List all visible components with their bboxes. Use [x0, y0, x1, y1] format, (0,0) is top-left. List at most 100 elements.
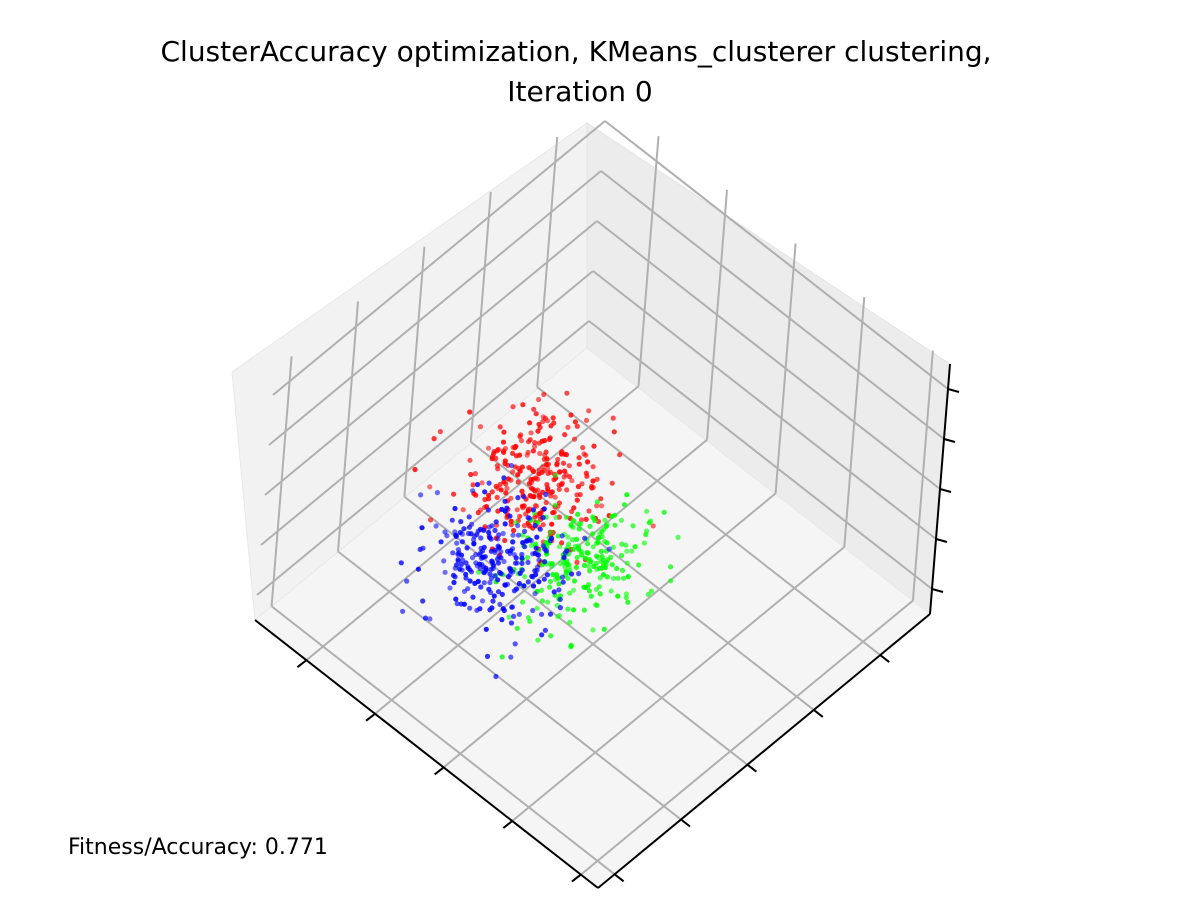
scatter-point [433, 523, 439, 529]
scatter-point [540, 418, 546, 425]
scatter-point [517, 570, 523, 576]
scatter-point [420, 598, 426, 604]
scatter-point [601, 626, 607, 632]
y-axis-tick [813, 709, 824, 718]
scatter-point [468, 569, 475, 575]
chart-title: ClusterAccuracy optimization, KMeans_clu… [160, 35, 991, 68]
scatter-point [521, 494, 527, 500]
scatter-point [580, 445, 586, 451]
scatter-point [548, 529, 554, 536]
scatter-point [601, 526, 607, 532]
scatter-point [478, 584, 484, 590]
scatter-point [547, 578, 554, 585]
scatter-point [427, 616, 433, 622]
scatter-point [576, 461, 582, 467]
scatter-point [415, 566, 421, 572]
scatter-point [611, 429, 617, 435]
floor-gridline [580, 599, 914, 876]
scatter-point [451, 491, 457, 497]
scatter-point [615, 575, 621, 581]
floor-gridline [442, 492, 777, 769]
scatter-point [608, 588, 614, 594]
scatter-point [618, 517, 625, 523]
scatter-point [558, 451, 565, 457]
scatter-point [539, 587, 545, 593]
scatter-point [536, 557, 542, 563]
scatter-point [510, 532, 516, 538]
scatter-point [515, 479, 521, 485]
axis-ticks [296, 388, 960, 883]
scatter-point [621, 502, 628, 508]
scatter-point [505, 462, 511, 468]
scatter-point [428, 517, 434, 523]
scatter-point [514, 507, 520, 513]
data-points [398, 390, 681, 680]
scatter-point [477, 424, 484, 430]
scatter-point [554, 462, 560, 468]
scatter-point [503, 490, 509, 496]
scatter-point [578, 517, 585, 523]
scatter-point [441, 558, 447, 564]
scatter-point [598, 548, 604, 555]
scatter-point [519, 555, 525, 561]
scatter-point [574, 497, 580, 503]
scatter-point [454, 540, 460, 546]
scatter-point [571, 505, 577, 511]
fitness-annotation: Fitness/Accuracy: 0.771 [68, 835, 328, 860]
right-pane-gridline [256, 320, 590, 596]
scatter-point [495, 485, 501, 491]
scatter-point [515, 472, 521, 478]
scatter-point [539, 598, 546, 604]
scatter-point [541, 576, 547, 582]
scatter-point [591, 443, 597, 449]
scatter-point [586, 508, 592, 514]
scatter-point [507, 572, 513, 578]
scatter-point [526, 523, 533, 529]
x-axis-tick [433, 766, 445, 776]
scatter-point [461, 588, 468, 594]
scatter-point [597, 531, 603, 537]
scatter-point [562, 432, 568, 438]
scatter-point [625, 574, 631, 580]
scatter-point [569, 478, 575, 484]
scatter-point [612, 512, 618, 518]
scatter-point [487, 571, 493, 577]
scatter-point [493, 673, 499, 680]
scatter-point [513, 443, 519, 449]
scatter-point [572, 543, 579, 550]
scatter-point [562, 550, 568, 556]
scatter-point [595, 555, 601, 561]
scatter-point [570, 537, 576, 543]
x-axis-tick [571, 873, 582, 883]
scatter-point [486, 529, 492, 536]
scatter-point [481, 544, 487, 550]
scatter-point [515, 523, 521, 529]
y-axis-tick [879, 654, 890, 663]
scatter-point [516, 581, 523, 587]
scatter-point [517, 513, 523, 519]
scatter-point [563, 452, 570, 458]
scatter-point [619, 552, 625, 559]
scatter-point [471, 541, 477, 547]
scatter-point [551, 589, 557, 595]
scatter-point [522, 544, 528, 550]
scatter-point [542, 627, 549, 633]
scatter-point [650, 523, 656, 529]
scatter-point [547, 469, 554, 475]
scatter-point [470, 482, 476, 488]
scatter-point [556, 544, 563, 550]
scatter-point [563, 514, 569, 520]
scatter-point [488, 536, 494, 542]
scatter-point [484, 653, 491, 660]
scatter-point [617, 452, 623, 458]
right-pane-gridline [272, 120, 606, 396]
scatter-point [536, 492, 542, 498]
scatter-point [497, 424, 503, 430]
scatter-point [594, 476, 600, 482]
floor-gridline [511, 546, 845, 822]
scatter-point [648, 588, 655, 594]
scatter-point [594, 566, 600, 572]
scatter-point [559, 480, 566, 486]
scatter-point [412, 466, 418, 473]
scatter-point [625, 599, 631, 605]
